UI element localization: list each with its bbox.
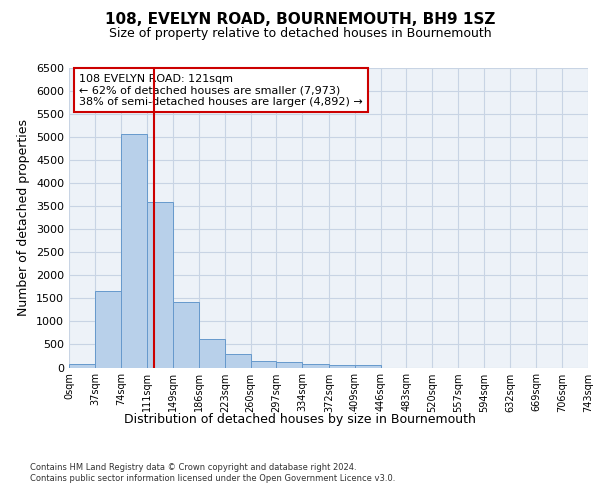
Text: 108, EVELYN ROAD, BOURNEMOUTH, BH9 1SZ: 108, EVELYN ROAD, BOURNEMOUTH, BH9 1SZ	[105, 12, 495, 28]
Bar	[277, 362, 302, 368]
Text: Contains HM Land Registry data © Crown copyright and database right 2024.: Contains HM Land Registry data © Crown c…	[30, 462, 356, 471]
Bar	[199, 339, 225, 368]
Bar	[251, 361, 277, 368]
Bar	[69, 364, 95, 368]
Bar	[355, 364, 380, 368]
Text: Distribution of detached houses by size in Bournemouth: Distribution of detached houses by size …	[124, 412, 476, 426]
Bar	[302, 364, 329, 368]
Text: Contains public sector information licensed under the Open Government Licence v3: Contains public sector information licen…	[30, 474, 395, 483]
Bar	[121, 134, 146, 368]
Bar	[95, 292, 121, 368]
Bar	[225, 354, 251, 368]
Bar	[329, 365, 355, 368]
Bar	[173, 302, 199, 368]
Text: 108 EVELYN ROAD: 121sqm
← 62% of detached houses are smaller (7,973)
38% of semi: 108 EVELYN ROAD: 121sqm ← 62% of detache…	[79, 74, 363, 106]
Bar	[146, 202, 173, 368]
Y-axis label: Number of detached properties: Number of detached properties	[17, 119, 31, 316]
Text: Size of property relative to detached houses in Bournemouth: Size of property relative to detached ho…	[109, 28, 491, 40]
